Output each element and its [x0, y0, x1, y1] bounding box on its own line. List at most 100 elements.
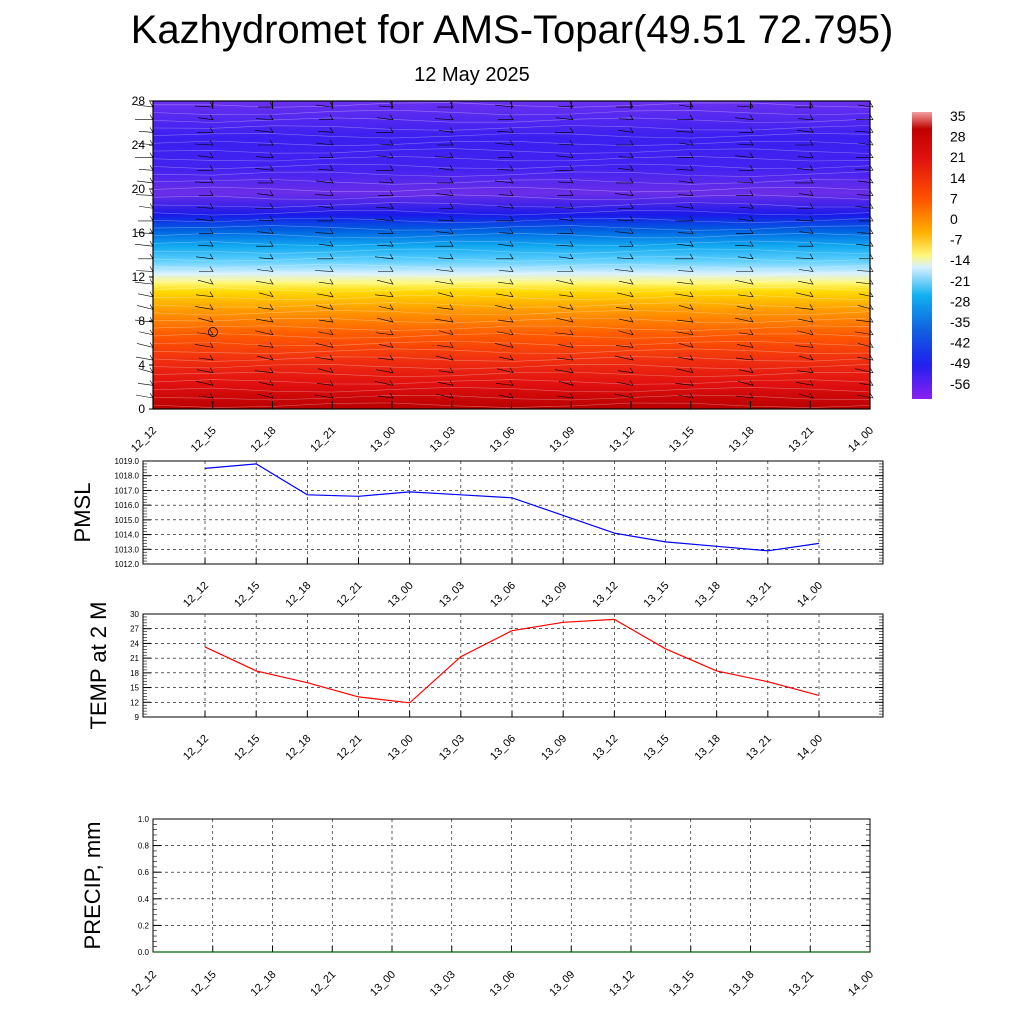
x-tick-label: 12_15 [189, 969, 219, 999]
wind-barb [434, 278, 454, 285]
chart-title: Kazhydromet for AMS-Topar(49.51 72.795) [130, 8, 894, 52]
precip-panel: 0.0 0.2 0.4 0.6 0.8 1.0 12_12 12_15 12_18 12_21 13… [80, 815, 876, 999]
wind-barb [378, 177, 394, 184]
wind-barb [194, 304, 214, 310]
y-tick-label: 0.8 [138, 842, 150, 851]
x-tick-label: 13_15 [642, 733, 672, 763]
wind-barb [137, 291, 154, 298]
wind-barb [859, 215, 874, 222]
wind-barb [437, 291, 454, 298]
contour-line [152, 186, 871, 193]
wind-barb [255, 114, 274, 121]
wind-barb [797, 278, 814, 285]
wind-barb [734, 278, 754, 285]
colorbar: 35 28 21 14 7 0 -7 -14 -21 -28 -35 -42 -49 -56 [912, 108, 970, 399]
wind-barb [558, 253, 574, 260]
wind-barb [314, 392, 334, 399]
wind-barb [736, 304, 754, 310]
wind-barb [197, 114, 214, 121]
wind-barb [136, 342, 154, 348]
wind-barb [376, 316, 394, 323]
contour-line [152, 155, 871, 162]
wind-barb [735, 354, 754, 361]
wind-barb [138, 127, 154, 133]
wind-barb [256, 392, 274, 399]
wind-barb [376, 152, 394, 159]
contour-line [152, 271, 871, 277]
wind-barb [316, 291, 334, 298]
wind-barb [554, 367, 574, 374]
x-tick-label: 13_09 [547, 425, 577, 455]
wind-barb [856, 152, 874, 158]
wind-barb [617, 127, 634, 133]
colorbar-label: 35 [950, 108, 966, 124]
wind-barb [739, 165, 754, 171]
wind-barb [854, 165, 874, 171]
wind-barb [494, 177, 514, 184]
wind-barb [314, 190, 334, 196]
wind-barb [736, 139, 754, 146]
wind-barb [317, 329, 334, 336]
wind-barb [255, 152, 274, 158]
wind-barb [197, 127, 214, 133]
wind-barb [199, 190, 214, 196]
wind-barb [378, 266, 394, 272]
contour-line [152, 309, 871, 316]
wind-barb [135, 392, 154, 399]
wind-barb [498, 114, 514, 120]
wind-barb [438, 165, 454, 171]
wind-barb [258, 291, 274, 298]
wind-barb [616, 380, 634, 386]
wind-barb [255, 316, 274, 323]
wind-barb [256, 228, 274, 234]
wind-barb [795, 139, 814, 146]
wind-barb [675, 203, 694, 209]
wind-barb [498, 228, 514, 234]
series-line [204, 618, 820, 704]
x-tick-label: 13_15 [642, 580, 672, 610]
wind-barb [318, 241, 334, 247]
colorbar-label: 0 [950, 211, 958, 227]
contour-line [152, 163, 871, 170]
wind-barb [619, 241, 634, 247]
wind-barb [195, 291, 214, 298]
wind-barb [317, 203, 334, 209]
wind-barb [374, 291, 394, 298]
wind-barb [558, 291, 574, 298]
wind-barb [374, 215, 394, 222]
wind-barb [675, 253, 694, 260]
wind-barb [256, 241, 274, 247]
wind-barb [856, 354, 874, 361]
wind-barb [855, 316, 874, 323]
wind-barb [438, 329, 454, 336]
wind-barb [496, 329, 514, 336]
contour-line [152, 394, 871, 401]
x-tick-label: 13_03 [428, 969, 458, 999]
x-tick-label: 13_15 [667, 969, 697, 999]
x-tick-label: 13_03 [437, 580, 467, 610]
wind-barb [135, 152, 154, 158]
y-tick-label: 1014.0 [115, 531, 140, 540]
contour-line [152, 109, 871, 116]
x-tick-label: 12_15 [189, 425, 219, 455]
x-tick-label: 12_15 [232, 580, 262, 610]
contour-line [152, 294, 871, 301]
x-tick-label: 12_12 [181, 580, 211, 610]
plot-area [143, 614, 883, 717]
x-tick-label: 12_18 [283, 733, 313, 763]
wind-barb [678, 177, 694, 184]
wind-barb [197, 316, 214, 323]
wind-barb [795, 380, 814, 386]
wind-barb [739, 127, 754, 133]
wind-barb [735, 392, 754, 399]
wind-barb [798, 354, 814, 361]
wind-barb [138, 203, 154, 209]
wind-barb [498, 266, 514, 272]
wind-barb [376, 278, 394, 285]
wind-barb [677, 152, 694, 158]
colorbar-label: -7 [950, 232, 963, 248]
wind-barb [558, 380, 574, 386]
contour-line [152, 256, 871, 262]
wind-barb [496, 165, 514, 171]
colorbar-label: -56 [950, 376, 970, 392]
